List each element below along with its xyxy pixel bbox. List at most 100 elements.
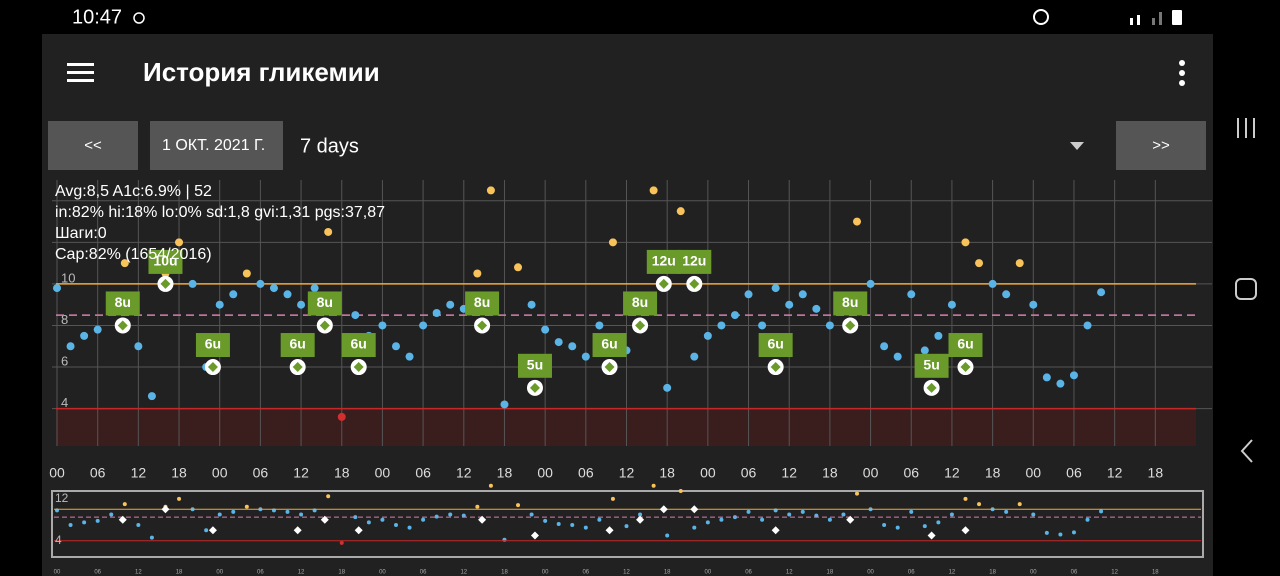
menu-button[interactable] (67, 63, 94, 82)
glucose-point (608, 238, 617, 247)
x-tick-label: 12 (944, 465, 960, 481)
mini-treatment (605, 526, 614, 535)
mini-glucose-point (719, 517, 724, 522)
glucose-point (473, 269, 482, 278)
chart: 00 06 12 18 00 06 12 18 00 06 12 18 00 06 12 18 00 06 12 18… (49, 180, 1212, 481)
glucose-point (229, 290, 238, 299)
mini-glucose-point (665, 533, 670, 538)
mini-glucose-point (746, 509, 751, 514)
dropdown-arrow[interactable] (1070, 142, 1084, 150)
treatment-box (517, 353, 552, 378)
mini-x-tick-label: 18 (501, 570, 508, 576)
mini-glucose-point (882, 523, 887, 528)
glucose-point (676, 207, 685, 216)
glucose-point (310, 284, 319, 293)
mini-x-tick-label: 00 (705, 570, 712, 576)
mini-x-tick-label: 18 (176, 570, 183, 576)
treatment-label: 5u (923, 357, 939, 373)
prev-button[interactable] (48, 121, 138, 170)
treatment-box (914, 353, 949, 378)
glucose-point (1069, 371, 1078, 380)
glucose-point (961, 238, 970, 247)
mini-glucose-point (936, 520, 941, 525)
mini-glucose-point (421, 517, 426, 522)
glucose-point (649, 186, 658, 195)
treatment-diamond (117, 320, 128, 331)
treatment-label: 8u (632, 294, 648, 310)
x-tick-label: 00 (49, 465, 65, 481)
mini-glucose-point (841, 512, 846, 517)
mini-glucose-point (488, 483, 493, 488)
glucose-point (391, 342, 400, 351)
mini-glucose-point (82, 520, 87, 525)
date-button[interactable] (150, 121, 283, 170)
status-time: 10:47 (72, 6, 122, 28)
status-icon (133, 12, 145, 24)
mini-glucose-point (95, 518, 100, 523)
mini-glucose-point (149, 535, 154, 540)
x-tick-label: 00 (537, 465, 553, 481)
glucose-point (147, 392, 156, 401)
x-tick-label: 12 (456, 465, 472, 481)
overflow-menu[interactable] (1179, 60, 1185, 86)
x-tick-label: 06 (1066, 465, 1082, 481)
nav-bar (1235, 118, 1257, 463)
mini-treatment (659, 505, 668, 514)
mini-x-tick-label: 12 (949, 570, 956, 576)
app-title: История гликемии (143, 57, 380, 87)
glucose-point (486, 186, 495, 195)
treatment-diamond (529, 382, 540, 393)
stats-line: Avg:8,5 A1c:6.9% | 52 (55, 183, 212, 200)
mini-treatment (478, 515, 487, 524)
x-tick-label: 12 (1107, 465, 1123, 481)
glucose-point (1042, 373, 1051, 382)
mini-glucose-point (366, 520, 371, 525)
treatment-label: 8u (317, 294, 333, 310)
mini-glucose-point (1085, 517, 1090, 522)
glucose-point (975, 259, 984, 268)
treatment-label: 6u (290, 336, 306, 352)
mini-glucose-point (1004, 509, 1009, 514)
mini-glucose-point (895, 525, 900, 530)
glucose-point (188, 279, 197, 288)
mini-glucose-point (407, 525, 412, 530)
x-tick-label: 00 (863, 465, 879, 481)
treatment-box (307, 291, 342, 316)
mini-x-tick-label: 00 (542, 570, 549, 576)
glucose-point (283, 290, 292, 299)
mini-glucose-point (217, 512, 222, 517)
glucose-point (446, 300, 455, 309)
range-select[interactable]: 7 days (300, 135, 359, 157)
x-tick-label: 06 (903, 465, 919, 481)
mini-frame (51, 490, 1204, 558)
glucose-point (717, 321, 726, 330)
mini-x-tick-label: 06 (908, 570, 915, 576)
x-tick-label: 06 (741, 465, 757, 481)
glucose-point (907, 290, 916, 299)
mini-treatment (636, 515, 645, 524)
treatment-diamond (770, 362, 781, 373)
mini-glucose-point (678, 488, 683, 493)
mini-glucose-point (963, 496, 968, 501)
y-tick-label: 4 (61, 395, 68, 410)
mini-glucose-point (760, 517, 765, 522)
mini-x-tick-label: 18 (1152, 570, 1159, 576)
mini-y-tick-label: 4 (55, 533, 62, 547)
mini-glucose-point (516, 503, 521, 508)
treatment-label: 10u (153, 253, 177, 269)
glucose-point (419, 321, 428, 330)
glucose-point (920, 346, 929, 355)
mini-glucose-point (461, 513, 466, 518)
mini-glucose-point (800, 509, 805, 514)
treatment-diamond (658, 278, 669, 289)
x-tick-label: 18 (171, 465, 187, 481)
next-button[interactable] (1116, 121, 1206, 170)
treatment-box (592, 333, 627, 358)
mini-glucose-point (638, 512, 643, 517)
glucose-point (554, 338, 563, 347)
glucose-point (1097, 288, 1106, 297)
glucose-point (947, 300, 956, 309)
glucose-point (893, 352, 902, 361)
mini-chart: 00 06 12 18 00 06 12 18 00 06 12 18 00 06 12 18 00 06 12 18… (54, 483, 1201, 576)
